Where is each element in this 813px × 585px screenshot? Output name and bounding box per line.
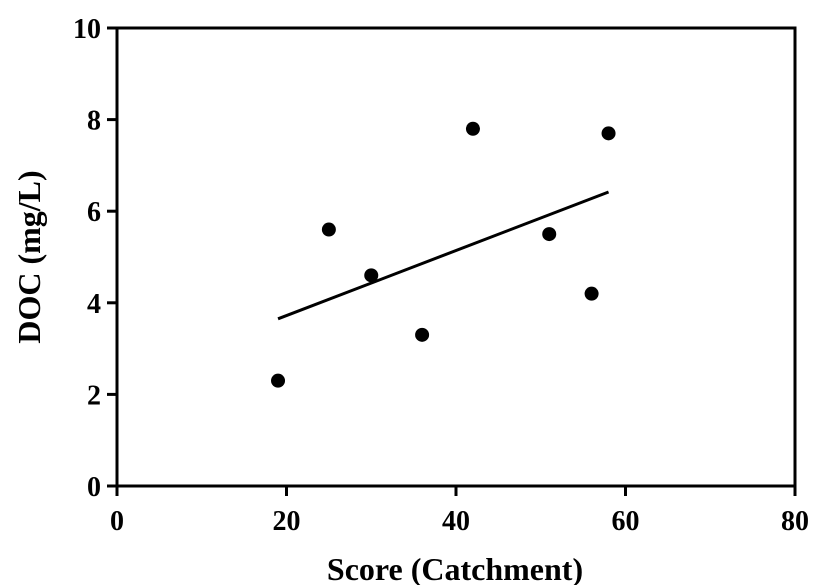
- x-tick-label: 20: [273, 506, 301, 537]
- y-tick-label: 6: [87, 197, 101, 228]
- y-axis: 0 2 4 6 8 10: [73, 14, 117, 503]
- y-tick-label: 10: [73, 14, 101, 45]
- x-axis-title: Score (Catchment): [327, 551, 583, 585]
- x-tick-label: 60: [612, 506, 640, 537]
- y-tick-label: 8: [87, 106, 101, 137]
- trendline: [277, 190, 610, 321]
- plot-frame: [115, 26, 797, 488]
- y-axis-title: DOC (mg/L): [11, 170, 47, 343]
- data-point: [271, 373, 286, 388]
- y-tick-label: 0: [87, 472, 101, 503]
- x-axis: 0 20 40 60 80: [110, 486, 809, 537]
- x-tick-label: 0: [110, 506, 124, 537]
- plot-border: [115, 26, 797, 488]
- data-point: [364, 268, 379, 283]
- data-point: [542, 227, 557, 242]
- data-point: [584, 286, 599, 301]
- data-point: [415, 327, 430, 342]
- data-point: [321, 222, 336, 237]
- data-point: [465, 121, 480, 136]
- x-tick-label: 40: [442, 506, 470, 537]
- trendline-group: [277, 190, 610, 321]
- y-tick-label: 4: [87, 289, 101, 320]
- data-points: [271, 121, 616, 388]
- y-tick-label: 2: [87, 380, 101, 411]
- data-point: [601, 126, 616, 141]
- x-tick-label: 80: [781, 506, 809, 537]
